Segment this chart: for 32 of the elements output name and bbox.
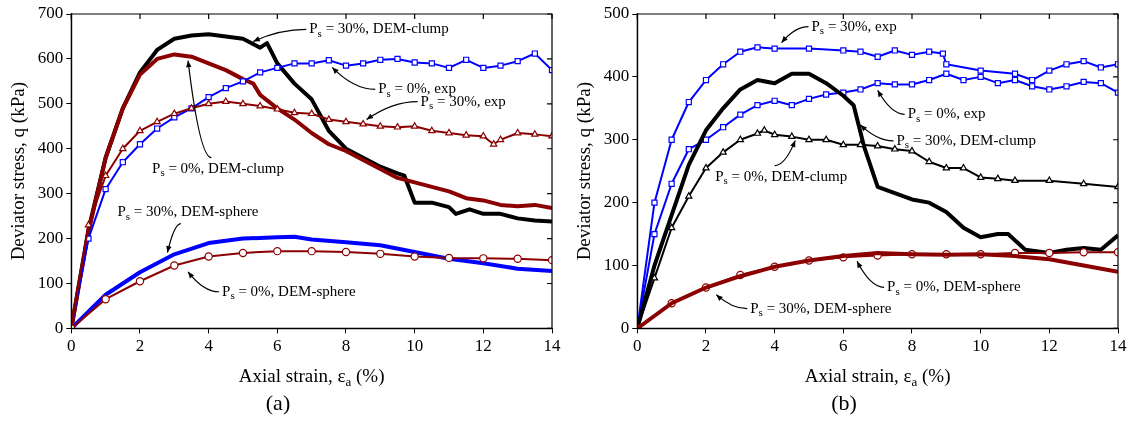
x-tick-label: 8 [907,336,917,356]
y-tick-label: 700 [37,3,64,23]
x-tick-label: 4 [770,336,780,356]
y-tick-label: 300 [37,183,64,203]
y-tick-label: 500 [37,93,64,113]
x-tick-label: 6 [839,336,848,356]
x-tick-label: 12 [474,336,492,356]
x-tick-label: 10 [406,336,424,356]
text: (a) [265,389,291,415]
y-axis-title: Deviator stress, q (kPa) [7,82,30,261]
y-tick-label: 300 [603,129,630,149]
y-tick-label: 200 [603,192,630,212]
x-tick-label: 4 [204,336,214,356]
y-tick-label: 100 [603,254,630,274]
x-tick-label: 2 [135,336,145,356]
x-tick-label: 10 [972,336,990,356]
x-tick-label: 6 [273,336,282,356]
x-tick-label: 14 [1109,336,1127,356]
y-tick-label: 500 [603,3,630,23]
x-tick-label: 14 [543,336,561,356]
y-tick-label: 0 [620,317,630,337]
y-tick-label: 400 [603,66,630,86]
text: (b) [831,389,857,415]
y-tick-label: 0 [54,317,64,337]
y-tick-label: 200 [37,228,64,248]
x-tick-label: 12 [1040,336,1058,356]
y-axis-title: Deviator stress, q (kPa) [573,82,596,261]
x-tick-label: 2 [701,336,711,356]
y-tick-label: 600 [37,48,64,68]
y-tick-label: 400 [37,138,64,158]
x-tick-label: 8 [341,336,351,356]
y-tick-label: 100 [37,272,64,292]
